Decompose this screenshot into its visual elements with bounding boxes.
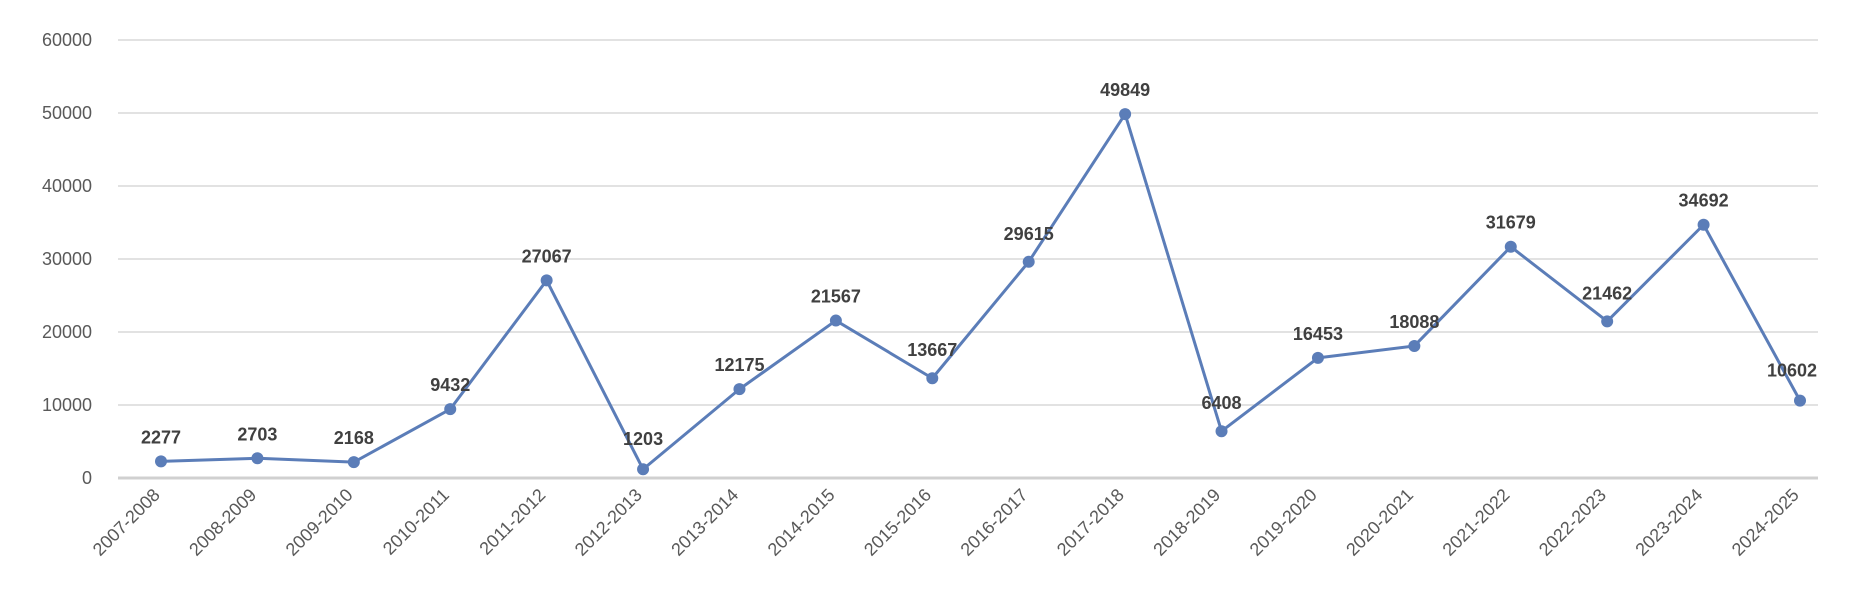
data-point bbox=[1697, 218, 1710, 231]
data-label: 13667 bbox=[907, 340, 957, 360]
data-point bbox=[829, 314, 842, 327]
x-tick-label: 2022-2023 bbox=[1535, 485, 1610, 560]
data-point bbox=[1794, 394, 1806, 407]
data-label: 21567 bbox=[811, 287, 861, 307]
data-label: 16453 bbox=[1293, 324, 1343, 344]
x-tick-label: 2020-2021 bbox=[1342, 485, 1417, 560]
data-label: 6408 bbox=[1202, 393, 1242, 413]
data-label: 29615 bbox=[1004, 224, 1054, 244]
data-point bbox=[1022, 255, 1035, 268]
x-tick-label: 2018-2019 bbox=[1149, 485, 1224, 560]
data-point bbox=[733, 383, 746, 396]
x-tick-label: 2007-2008 bbox=[89, 485, 164, 560]
data-point bbox=[347, 456, 360, 469]
x-tick-label: 2021-2022 bbox=[1439, 485, 1514, 560]
x-tick-label: 2012-2013 bbox=[571, 485, 646, 560]
y-tick-label: 20000 bbox=[42, 322, 92, 342]
data-label: 27067 bbox=[522, 246, 572, 266]
data-point bbox=[1215, 425, 1228, 438]
x-tick-label: 2015-2016 bbox=[860, 485, 935, 560]
data-label: 1203 bbox=[623, 429, 663, 449]
y-tick-label: 50000 bbox=[42, 103, 92, 123]
data-point bbox=[251, 452, 264, 465]
data-label: 49849 bbox=[1100, 80, 1150, 100]
data-point bbox=[1601, 315, 1614, 328]
x-axis: 2007-2008 2008-2009 2009-2010 2010-2011 2011… bbox=[89, 485, 1803, 560]
y-tick-label: 40000 bbox=[42, 176, 92, 196]
data-label: 10602 bbox=[1767, 361, 1817, 381]
data-point bbox=[1119, 108, 1132, 121]
y-axis: 0 10000 20000 30000 40000 50000 60000 bbox=[42, 30, 92, 488]
x-tick-label: 2011-2012 bbox=[475, 485, 549, 559]
data-point bbox=[155, 455, 167, 468]
x-tick-label: 2010-2011 bbox=[379, 485, 453, 559]
x-tick-label: 2017-2018 bbox=[1053, 485, 1128, 560]
x-tick-label: 2023-2024 bbox=[1631, 485, 1706, 560]
y-tick-label: 30000 bbox=[42, 249, 92, 269]
data-label: 18088 bbox=[1389, 312, 1439, 332]
y-tick-label: 10000 bbox=[42, 395, 92, 415]
data-label: 31679 bbox=[1486, 213, 1536, 233]
x-tick-label: 2019-2020 bbox=[1246, 485, 1321, 560]
data-point bbox=[1504, 240, 1517, 253]
x-tick-label: 2013-2014 bbox=[667, 485, 742, 560]
series bbox=[155, 108, 1806, 476]
data-point bbox=[444, 403, 457, 416]
data-point bbox=[637, 463, 650, 476]
y-tick-label: 60000 bbox=[42, 30, 92, 50]
data-label: 2168 bbox=[334, 428, 374, 448]
x-tick-label: 2008-2009 bbox=[185, 485, 260, 560]
data-point bbox=[1311, 351, 1324, 364]
x-tick-label: 2009-2010 bbox=[282, 485, 357, 560]
x-tick-label: 2024-2025 bbox=[1728, 485, 1803, 560]
data-point bbox=[1408, 339, 1421, 352]
data-label: 34692 bbox=[1679, 191, 1729, 211]
data-label: 2703 bbox=[237, 424, 277, 444]
series-line bbox=[160, 112, 1802, 471]
data-point bbox=[540, 274, 553, 287]
x-tick-label: 2016-2017 bbox=[957, 485, 1032, 560]
gridlines bbox=[118, 39, 1818, 480]
data-label: 2277 bbox=[141, 427, 181, 447]
x-tick-label: 2014-2015 bbox=[764, 485, 839, 560]
y-tick-label: 0 bbox=[82, 468, 92, 488]
data-label: 21462 bbox=[1582, 283, 1632, 303]
data-point bbox=[926, 372, 939, 385]
data-labels: 2277 2703 2168 9432 27067 1203 12175 21567 13667… bbox=[141, 80, 1817, 449]
data-label: 12175 bbox=[714, 355, 764, 375]
data-label: 9432 bbox=[430, 375, 470, 395]
